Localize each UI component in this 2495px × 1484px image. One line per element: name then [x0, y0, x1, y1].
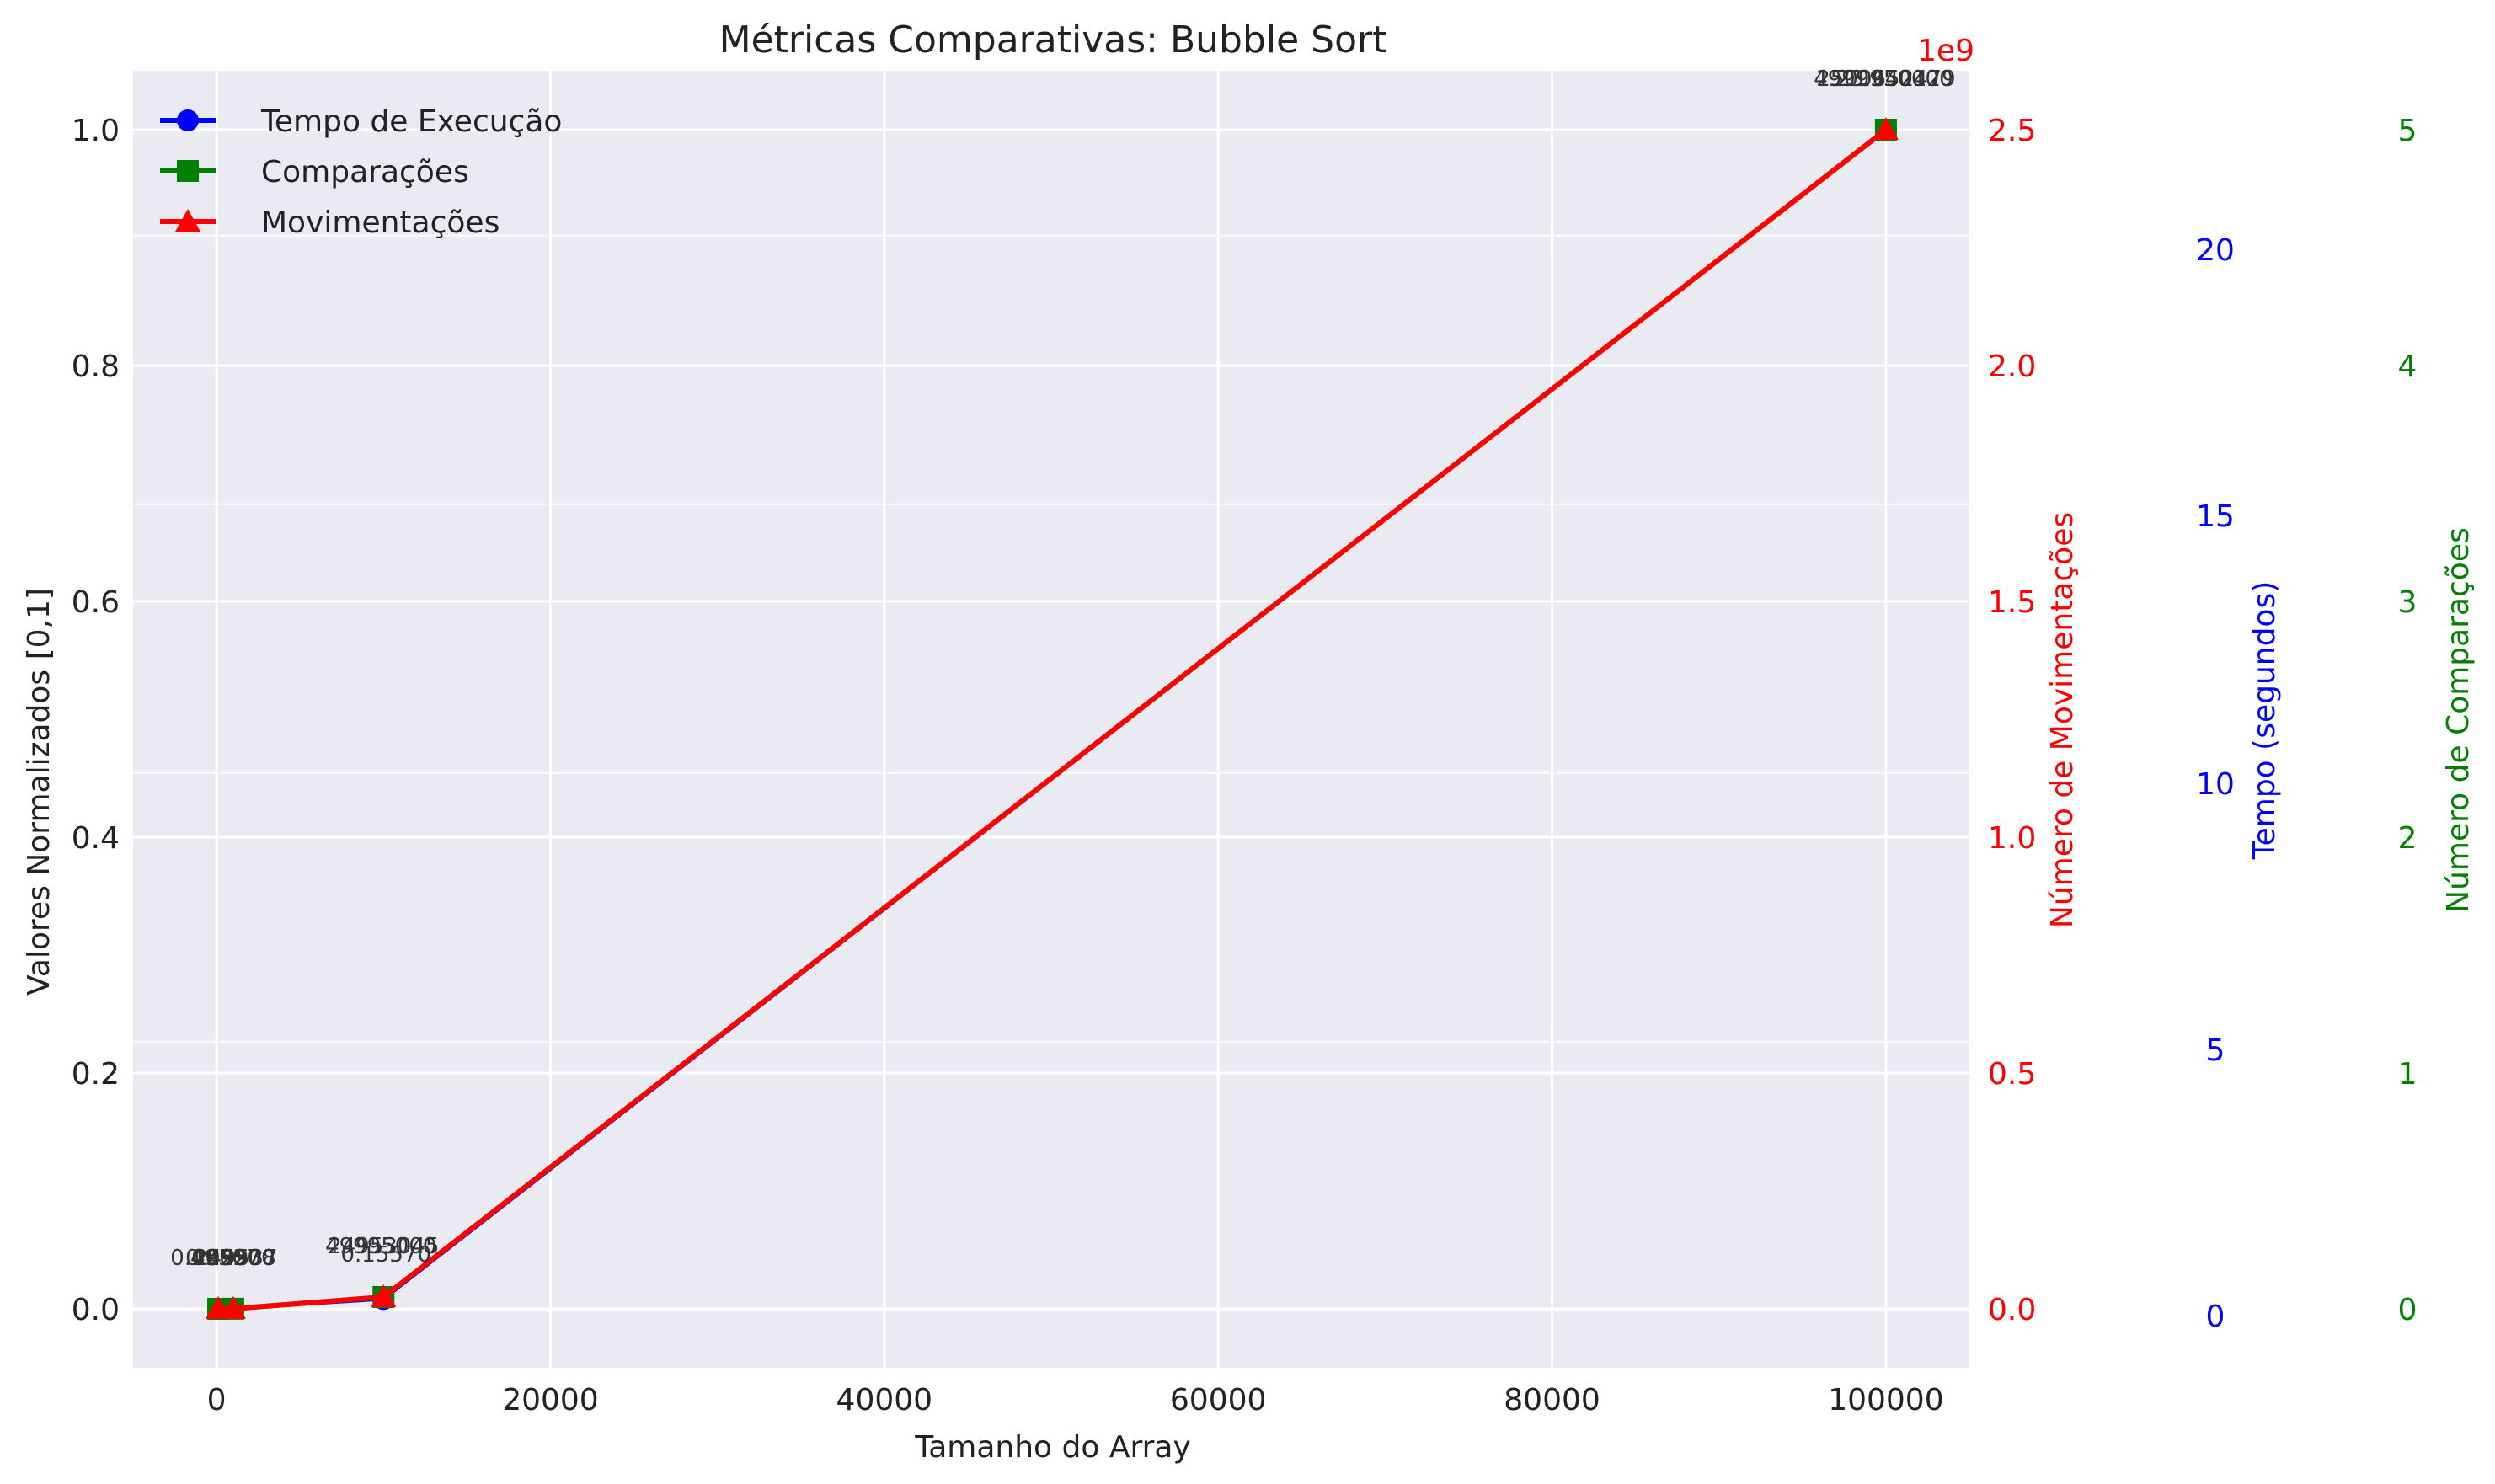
- secondary-tick-label: 2: [2398, 821, 2418, 856]
- plot-background: [133, 71, 1969, 1368]
- data-label: 499500: [191, 1246, 275, 1271]
- secondary-tick-label: 3: [2398, 585, 2418, 620]
- legend-marker: [177, 160, 199, 182]
- chart-title: Métricas Comparativas: Bubble Sort: [719, 19, 1387, 61]
- secondary-tick-label: 0.5: [1988, 1057, 2036, 1092]
- secondary-axis-title: Número de Movimentações: [2045, 512, 2080, 928]
- data-label: 0.00027: [170, 1246, 261, 1271]
- data-label: 2559: [193, 1246, 248, 1271]
- y-tick-label: 0.6: [72, 585, 120, 620]
- secondary-axis-0: 0.0 0.5 1.0 1.5 2.0 2.5 Número de Movimentaçõe…: [1917, 34, 2080, 1327]
- data-label: 4950: [190, 1246, 246, 1271]
- secondary-axis-1: 0 5 10 15 20 Tempo (segundos): [2196, 233, 2282, 1334]
- y-tick-label: 0.8: [72, 350, 120, 384]
- x-tick-label: 100000: [1828, 1383, 1943, 1417]
- data-label: 23.94012: [1836, 67, 1941, 92]
- x-tick-label: 80000: [1504, 1383, 1600, 1417]
- data-label: 0.15570: [341, 1242, 432, 1268]
- x-axis-title: Tamanho do Array: [914, 1430, 1191, 1465]
- legend-label: Comparações: [261, 155, 469, 190]
- secondary-tick-label: 15: [2196, 499, 2235, 534]
- data-label: 2500652479: [1816, 67, 1955, 92]
- data-label: 24953045: [328, 1234, 439, 1259]
- data-label: 4999950000: [1814, 67, 1953, 92]
- data-label: 249537: [194, 1246, 277, 1271]
- secondary-tick-label: 20: [2196, 233, 2235, 268]
- x-tick-label: 0: [207, 1383, 227, 1417]
- data-point: [1873, 117, 1899, 140]
- legend-label: Tempo de Execução: [260, 104, 562, 139]
- plot-area: [133, 71, 1969, 1368]
- y-axis-title: Valores Normalizados [0,1]: [22, 588, 56, 996]
- data-point: [371, 1284, 397, 1307]
- legend-marker: [177, 109, 199, 131]
- secondary-tick-label: 4: [2398, 350, 2418, 384]
- x-tick-label: 60000: [1170, 1383, 1267, 1417]
- grid: [133, 71, 1969, 1368]
- y-tick-label: 0.2: [72, 1057, 120, 1092]
- legend-label: Movimentações: [261, 206, 500, 240]
- axis-offset-label: 1e9: [1917, 34, 1974, 68]
- secondary-axis-2: 0 1 2 3 4 5 Número de Comparações: [2398, 114, 2476, 1327]
- secondary-axis-title: Número de Comparações: [2441, 527, 2476, 913]
- data-point: [220, 1295, 246, 1319]
- y-tick-label: 0.0: [72, 1293, 120, 1327]
- secondary-tick-label: 2.5: [1988, 114, 2036, 148]
- secondary-tick-label: 0.0: [1988, 1293, 2036, 1327]
- secondary-tick-label: 0: [2206, 1300, 2225, 1334]
- series-layer: [206, 117, 1899, 1320]
- secondary-axis-title: Tempo (segundos): [2247, 581, 2282, 861]
- y-tick-label: 1.0: [72, 114, 120, 148]
- secondary-tick-label: 5: [2206, 1033, 2225, 1068]
- secondary-tick-label: 1.0: [1988, 821, 2036, 856]
- secondary-tick-label: 1: [2398, 1057, 2418, 1092]
- secondary-tick-label: 0: [2398, 1293, 2418, 1327]
- secondary-tick-label: 1.5: [1988, 585, 2036, 620]
- secondary-tick-label: 2.0: [1988, 350, 2036, 384]
- series-line-2: [218, 127, 1888, 1311]
- legend-marker: [175, 209, 200, 232]
- axes: 0 20000 40000 60000 80000 100000 0.0 0.2 0.4 0.6 0…: [72, 34, 2476, 1417]
- data-label: 49995000: [325, 1234, 436, 1259]
- y-tick-label: 0.4: [72, 821, 120, 856]
- legend: Tempo de Execução Comparações Movimentaçõe…: [160, 104, 562, 240]
- data-label: 0.02508: [185, 1246, 276, 1271]
- secondary-tick-label: 10: [2196, 767, 2235, 802]
- secondary-tick-label: 5: [2398, 114, 2418, 148]
- x-tick-label: 40000: [836, 1383, 933, 1417]
- x-tick-label: 20000: [502, 1383, 599, 1417]
